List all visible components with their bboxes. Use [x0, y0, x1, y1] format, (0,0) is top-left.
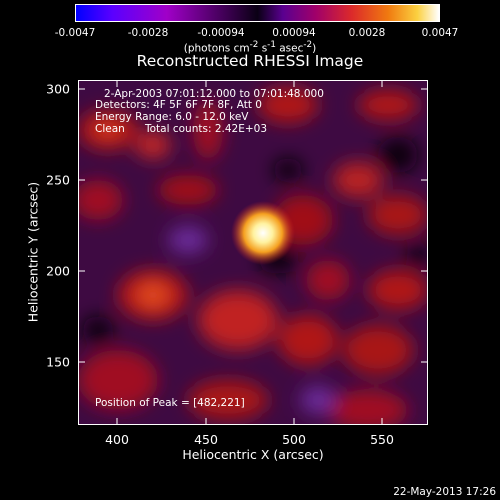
- colorbar-tick-label: 0.0047: [421, 27, 459, 39]
- colorbar-tick-label: 0.0028: [348, 27, 386, 39]
- colorbar-tick-label: -0.0047: [54, 27, 96, 39]
- rhessi-image-canvas: [78, 87, 428, 425]
- total-counts: Total counts: 2.42E+03: [145, 123, 268, 135]
- energy-range: Energy Range: 6.0 - 12.0 keV: [95, 111, 249, 123]
- x-axis-label: Heliocentric X (arcsec): [182, 447, 324, 462]
- image-title: Reconstructed RHESSI Image: [136, 52, 364, 70]
- peak-source: [231, 201, 295, 265]
- colorbar-units: (photons cm-2 s-1 asec-2): [183, 40, 317, 55]
- y-tick-label: 150: [46, 354, 70, 370]
- colorbar: [75, 4, 440, 22]
- peak-position: Position of Peak = [482,221]: [95, 397, 245, 409]
- x-tick-label: 400: [105, 432, 129, 447]
- x-tick-label: 500: [282, 432, 306, 447]
- detectors: Detectors: 4F 5F 6F 7F 8F, Att 0: [95, 99, 262, 111]
- rhessi-image: [78, 80, 428, 425]
- y-tick-label: 250: [46, 172, 70, 188]
- colorbar-tick-label: -0.00094: [197, 27, 245, 39]
- x-tick-label: 550: [370, 432, 394, 447]
- emission-blobs: [78, 87, 428, 425]
- y-tick-label: 300: [46, 81, 70, 97]
- x-tick-label: 450: [194, 432, 218, 447]
- y-axis-label: Heliocentric Y (arcsec): [25, 181, 41, 323]
- colorbar-tick-label: -0.0028: [127, 27, 169, 39]
- clean-label: Clean: [95, 123, 125, 135]
- timestamp: 22-May-2013 17:26: [393, 486, 496, 498]
- colorbar-tick-label: 0.00094: [272, 27, 316, 39]
- time-range: 2-Apr-2003 07:01:12.000 to 07:01:48.000: [104, 88, 324, 100]
- y-tick-label: 200: [46, 263, 70, 279]
